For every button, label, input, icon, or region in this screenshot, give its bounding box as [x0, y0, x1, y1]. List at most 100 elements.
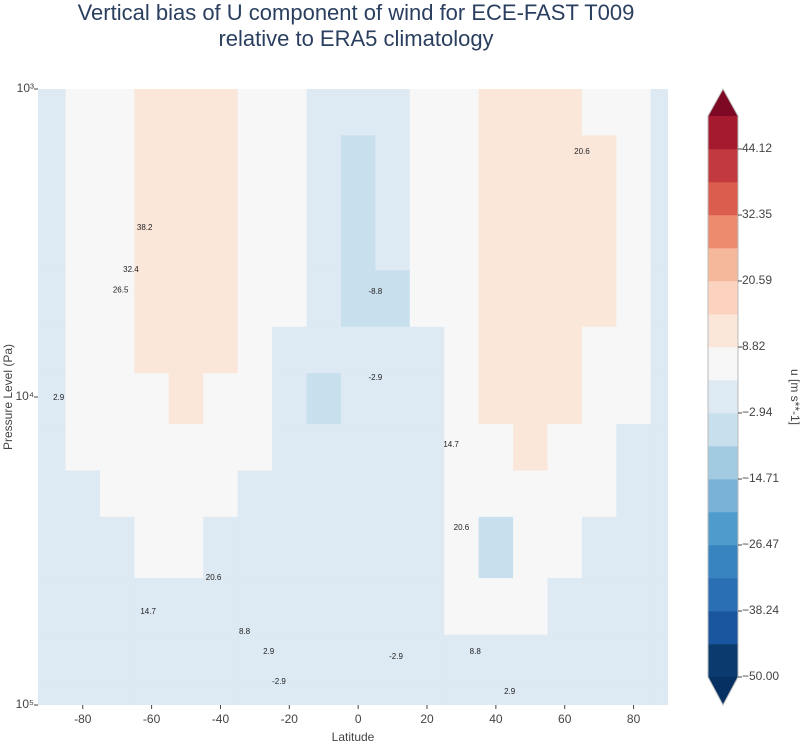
- colorbar-band: [708, 445, 738, 480]
- contour-cell: [616, 326, 652, 374]
- contour-cell: [375, 326, 411, 374]
- chart-title: relative to ERA5 climatology: [218, 26, 493, 51]
- contour-cell: [375, 634, 411, 682]
- colorbar-tick-label: 20.59: [742, 273, 772, 287]
- contour-cell: [478, 208, 514, 271]
- contour-cell: [650, 634, 668, 682]
- contour-cell: [650, 470, 668, 518]
- contour-cell: [306, 424, 342, 471]
- contour-cell: [168, 373, 204, 425]
- contour-cell: [650, 135, 668, 210]
- contour-cell: [513, 634, 549, 682]
- contour-cell: [478, 681, 514, 705]
- contour-cell: [581, 208, 617, 271]
- contour-cell: [203, 89, 239, 136]
- contour-cell: [237, 470, 273, 518]
- contour-cell: [99, 326, 135, 374]
- contour-cell: [306, 326, 342, 374]
- contour-cell: [375, 681, 411, 705]
- contour-cell: [168, 326, 204, 374]
- contour-cell: [203, 135, 239, 210]
- contour-cell: [237, 208, 273, 271]
- contour-cell: [134, 89, 170, 136]
- contour-cell: [581, 135, 617, 210]
- contour-cell: [616, 89, 652, 136]
- contour-cell: [134, 373, 170, 425]
- contour-cell: [203, 578, 239, 636]
- contour-cell: [306, 516, 342, 579]
- contour-cell: [65, 89, 101, 136]
- contour-cell: [478, 516, 514, 579]
- contour-cell: [616, 516, 652, 579]
- contour-label: -2.9: [272, 677, 286, 686]
- y-tick-label: 10⁴: [15, 389, 34, 403]
- contour-cell: [99, 135, 135, 210]
- contour-label: 20.6: [454, 523, 470, 532]
- contour-cell: [616, 681, 652, 705]
- colorbar-band: [708, 181, 738, 216]
- contour-cell: [306, 634, 342, 682]
- contour-cell: [38, 424, 67, 471]
- contour-cell: [650, 208, 668, 271]
- colorbar-band: [708, 544, 738, 579]
- colorbar-band: [708, 313, 738, 348]
- plot-area: [38, 89, 668, 705]
- contour-cell: [272, 270, 308, 328]
- colorbar-band: [708, 611, 738, 645]
- contour-cell: [38, 135, 67, 210]
- contour-cell: [99, 270, 135, 328]
- colorbar-band: [708, 412, 738, 447]
- contour-cell: [168, 516, 204, 579]
- contour-cell: [581, 470, 617, 518]
- contour-label: 26.5: [113, 285, 129, 294]
- x-tick-label: -60: [143, 712, 161, 726]
- contour-cell: [409, 326, 445, 374]
- contour-cell: [444, 681, 480, 705]
- contour-cell: [168, 634, 204, 682]
- contour-cell: [547, 634, 583, 682]
- contour-cell: [650, 373, 668, 425]
- colorbar-band: [708, 280, 738, 315]
- colorbar-tick-label: −50.00: [742, 669, 779, 683]
- contour-cell: [616, 470, 652, 518]
- contour-cell: [340, 516, 376, 579]
- contour-cell: [547, 681, 583, 705]
- contour-cell: [65, 424, 101, 471]
- contour-cell: [65, 208, 101, 271]
- contour-cell: [65, 470, 101, 518]
- contour-label: -2.9: [368, 373, 382, 382]
- contour-cell: [99, 470, 135, 518]
- contour-cell: [478, 326, 514, 374]
- contour-cell: [375, 208, 411, 271]
- contour-cell: [375, 470, 411, 518]
- contour-cell: [513, 326, 549, 374]
- contour-cell: [616, 135, 652, 210]
- contour-label: 2.9: [53, 393, 65, 402]
- contour-cell: [65, 373, 101, 425]
- contour-cell: [134, 208, 170, 271]
- contour-cell: [581, 373, 617, 425]
- colorbar-band: [708, 116, 738, 150]
- contour-cell: [340, 470, 376, 518]
- colorbar-label: u [m s**-1]: [788, 369, 802, 425]
- contour-cell: [272, 516, 308, 579]
- contour-cell: [581, 89, 617, 136]
- contour-cell: [581, 516, 617, 579]
- contour-cell: [513, 516, 549, 579]
- contour-cell: [375, 270, 411, 328]
- colorbar-tick-label: 8.82: [742, 339, 766, 353]
- contour-cell: [99, 424, 135, 471]
- contour-cell: [272, 89, 308, 136]
- contour-cell: [444, 373, 480, 425]
- colorbar-tick-label: −14.71: [742, 471, 779, 485]
- contour-label: 2.9: [504, 687, 516, 696]
- contour-cell: [134, 681, 170, 705]
- contour-cell: [99, 89, 135, 136]
- contour-cell: [99, 373, 135, 425]
- contour-cell: [409, 424, 445, 471]
- contour-cell: [340, 634, 376, 682]
- contour-cell: [478, 270, 514, 328]
- contour-cell: [409, 470, 445, 518]
- contour-cell: [203, 424, 239, 471]
